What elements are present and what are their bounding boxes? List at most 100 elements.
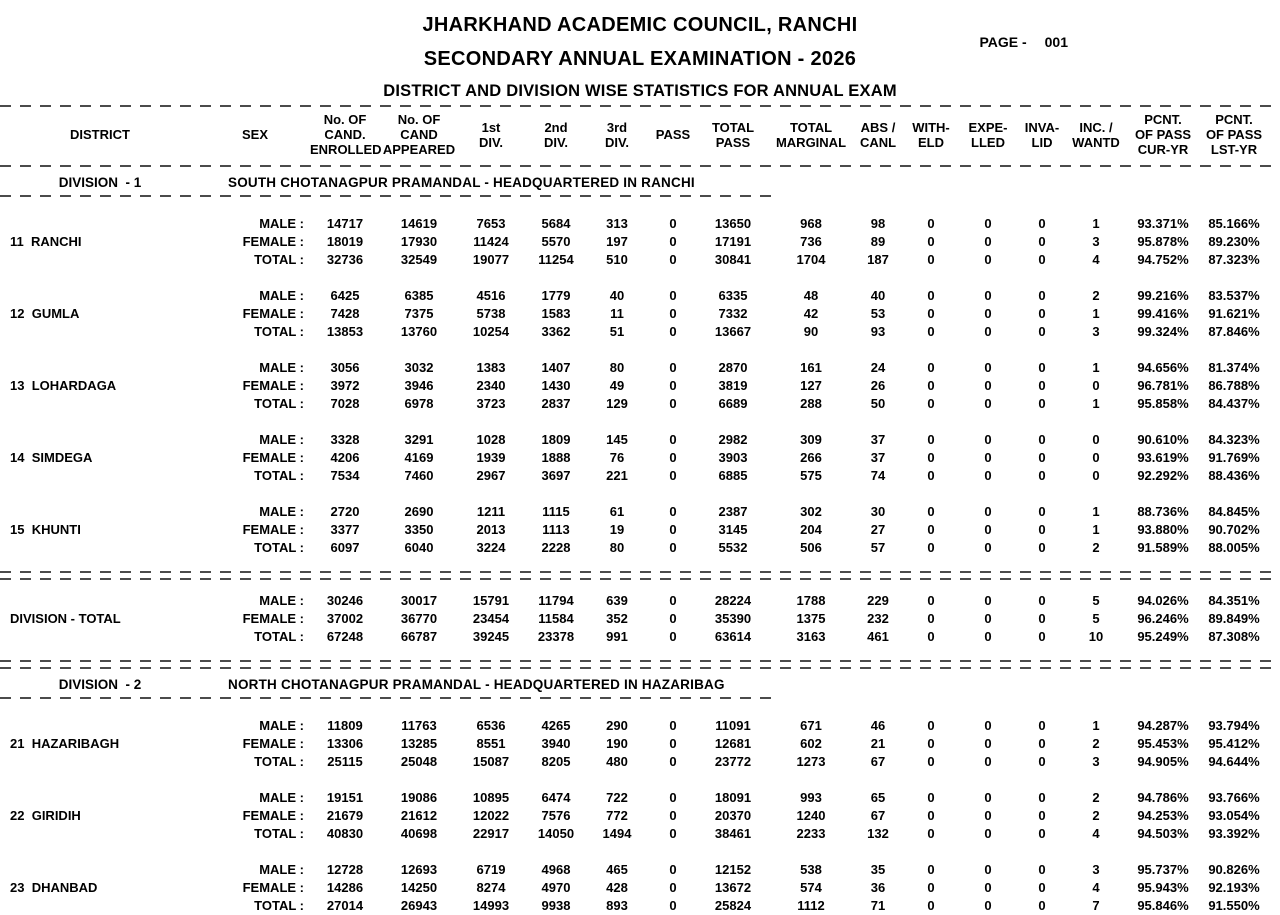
cell-total_marginal: 1112 xyxy=(797,898,825,913)
cell-invalid: 0 xyxy=(1038,790,1046,805)
cell-div3: 480 xyxy=(606,754,628,769)
cell-expelled: 0 xyxy=(984,306,992,321)
cell-witheld: 0 xyxy=(927,234,935,249)
cell-abs_canl: 26 xyxy=(870,378,886,393)
cell-div1: 7653 xyxy=(476,216,506,231)
cell-total_marginal: 736 xyxy=(800,234,822,249)
sex-label: FEMALE : xyxy=(242,808,304,823)
cell-expelled: 0 xyxy=(984,252,992,267)
cell-inc_wantd: 5 xyxy=(1092,593,1100,608)
cell-invalid: 0 xyxy=(1038,718,1046,733)
cell-abs_canl: 46 xyxy=(870,718,886,733)
cell-appeared: 25048 xyxy=(400,754,438,769)
cell-div2: 1779 xyxy=(541,288,571,303)
cell-enrolled: 37002 xyxy=(326,611,364,626)
cell-inc_wantd: 7 xyxy=(1092,898,1100,913)
cell-enrolled: 4206 xyxy=(330,450,360,465)
report-section-title: DISTRICT AND DIVISION WISE STATISTICS FO… xyxy=(383,82,897,100)
division-total-block: MALE : 30246 30017 15791 11794 639 0 28224 1788 2… xyxy=(0,592,1280,646)
cell-abs_canl: 50 xyxy=(870,396,886,411)
cell-expelled: 0 xyxy=(984,468,992,483)
cell-pass: 0 xyxy=(669,826,677,841)
district-name-cell xyxy=(0,789,200,807)
cell-enrolled: 3328 xyxy=(330,432,360,447)
cell-pcnt_pass_lst: 84.845% xyxy=(1208,504,1260,519)
cell-pass: 0 xyxy=(669,611,677,626)
sex-label: MALE : xyxy=(259,360,304,375)
cell-div3: 313 xyxy=(606,216,628,231)
column-header-district: DISTRICT xyxy=(70,127,130,142)
cell-inc_wantd: 3 xyxy=(1092,324,1100,339)
district-name-cell: 13 LOHARDAGA xyxy=(0,377,200,395)
cell-pass: 0 xyxy=(669,862,677,877)
district-name-cell xyxy=(0,395,200,413)
cell-abs_canl: 67 xyxy=(870,808,886,823)
cell-div3: 51 xyxy=(609,324,625,339)
district-code: 21 xyxy=(10,736,25,751)
cell-witheld: 0 xyxy=(927,396,935,411)
cell-enrolled: 6097 xyxy=(330,540,360,555)
page-indicator: PAGE - 001 xyxy=(979,34,1068,50)
district-name-cell xyxy=(0,215,200,233)
cell-pass: 0 xyxy=(669,252,677,267)
cell-div2: 14050 xyxy=(537,826,575,841)
district-block: MALE : 3328 3291 1028 1809 145 0 2982 309 37 0 0 0 0 9… xyxy=(0,431,1280,485)
cell-pcnt_pass_cur: 96.781% xyxy=(1137,378,1189,393)
column-header-invalid: INVA- LID xyxy=(1024,119,1060,150)
cell-div2: 23378 xyxy=(537,629,575,644)
cell-div3: 465 xyxy=(606,862,628,877)
cell-div2: 6474 xyxy=(541,790,571,805)
cell-total_marginal: 506 xyxy=(800,540,822,555)
cell-appeared: 6040 xyxy=(404,540,434,555)
cell-witheld: 0 xyxy=(927,826,935,841)
cell-witheld: 0 xyxy=(927,754,935,769)
cell-invalid: 0 xyxy=(1038,360,1046,375)
cell-pcnt_pass_cur: 92.292% xyxy=(1137,468,1189,483)
cell-div3: 290 xyxy=(606,718,628,733)
cell-total_marginal: 1375 xyxy=(796,611,826,626)
sex-label: TOTAL : xyxy=(254,324,304,339)
cell-total_marginal: 288 xyxy=(800,396,822,411)
cell-pass: 0 xyxy=(669,450,677,465)
cell-pcnt_pass_cur: 99.216% xyxy=(1137,288,1189,303)
cell-total_marginal: 161 xyxy=(800,360,822,375)
cell-total_pass: 35390 xyxy=(714,611,752,626)
district-name-cell xyxy=(0,323,200,341)
cell-enrolled: 6425 xyxy=(330,288,360,303)
cell-div2: 1583 xyxy=(541,306,571,321)
cell-enrolled: 3377 xyxy=(330,522,360,537)
cell-inc_wantd: 2 xyxy=(1092,540,1100,555)
column-header-witheld: WITH- ELD xyxy=(912,119,950,150)
district-name-cell: 11 RANCHI xyxy=(0,233,200,251)
cell-pcnt_pass_lst: 83.537% xyxy=(1208,288,1260,303)
cell-appeared: 3350 xyxy=(404,522,434,537)
cell-pcnt_pass_cur: 94.786% xyxy=(1137,790,1189,805)
cell-div1: 1939 xyxy=(476,450,506,465)
stat-row-total: TOTAL : 27014 26943 14993 9938 893 0 25824 1112 7… xyxy=(0,897,1280,915)
cell-inc_wantd: 1 xyxy=(1092,306,1100,321)
cell-invalid: 0 xyxy=(1038,522,1046,537)
district-name-cell xyxy=(0,897,200,915)
sex-label: FEMALE : xyxy=(242,736,304,751)
cell-pcnt_pass_lst: 84.351% xyxy=(1208,593,1260,608)
district-name-cell: 12 GUMLA xyxy=(0,305,200,323)
cell-expelled: 0 xyxy=(984,216,992,231)
cell-abs_canl: 65 xyxy=(870,790,886,805)
cell-abs_canl: 461 xyxy=(867,629,889,644)
division-label: DIVISION - 2 xyxy=(58,676,142,692)
cell-abs_canl: 30 xyxy=(870,504,886,519)
cell-witheld: 0 xyxy=(927,252,935,267)
cell-div1: 23454 xyxy=(472,611,510,626)
cell-pass: 0 xyxy=(669,234,677,249)
sex-label: FEMALE : xyxy=(242,306,304,321)
cell-total_pass: 2387 xyxy=(718,504,748,519)
column-header-appeared: No. OF CAND APPEARED xyxy=(382,112,456,157)
cell-div2: 1809 xyxy=(541,432,571,447)
cell-witheld: 0 xyxy=(927,378,935,393)
cell-appeared: 13285 xyxy=(400,736,438,751)
cell-div2: 11584 xyxy=(538,611,574,626)
cell-enrolled: 7534 xyxy=(330,468,360,483)
cell-invalid: 0 xyxy=(1038,432,1046,447)
cell-witheld: 0 xyxy=(927,718,935,733)
sex-label: MALE : xyxy=(259,288,304,303)
